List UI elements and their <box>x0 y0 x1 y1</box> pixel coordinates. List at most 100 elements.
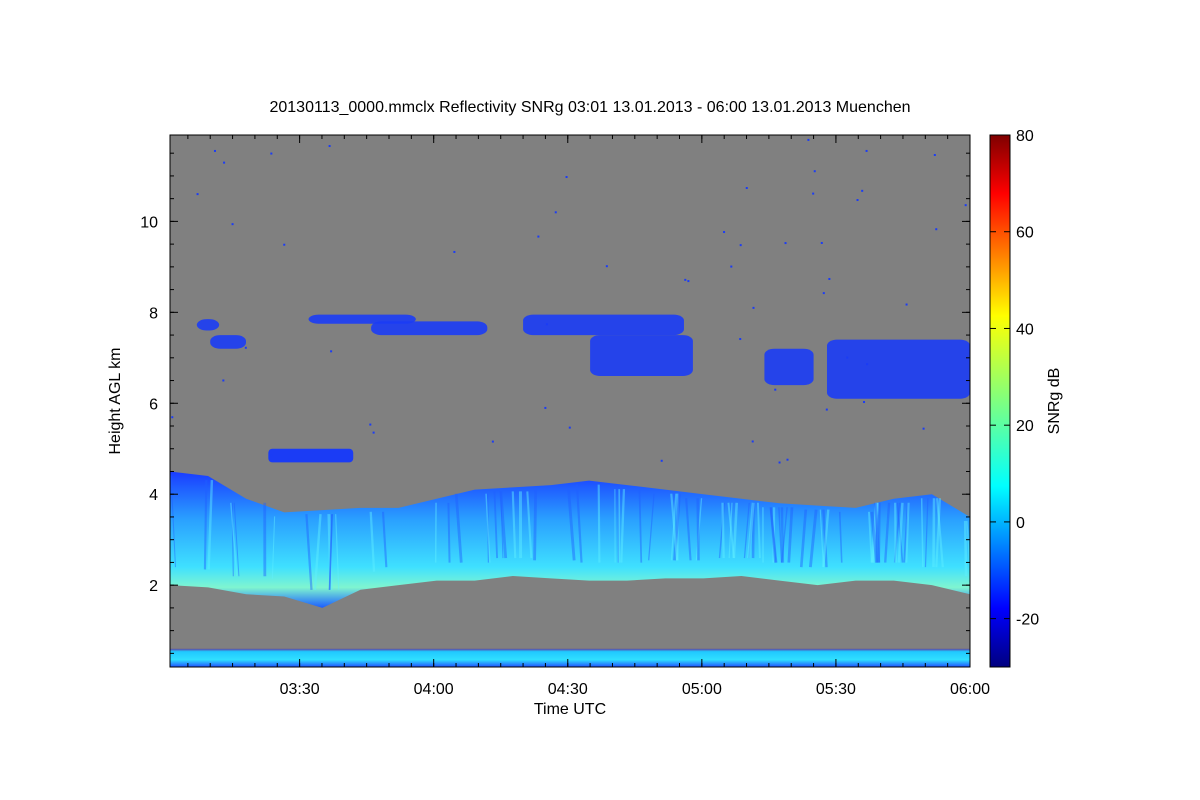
fall-streak <box>932 498 936 568</box>
colorbar-tick-label: 80 <box>1016 128 1034 145</box>
fall-streak <box>369 511 376 572</box>
upper-cloud-patch <box>590 335 693 376</box>
noise-speckle <box>372 431 375 434</box>
noise-speckle <box>825 408 828 411</box>
plot-frame <box>169 134 971 668</box>
noise-speckle <box>231 223 234 226</box>
noise-speckle <box>565 176 568 179</box>
x-tick-label: 05:00 <box>682 681 722 698</box>
noise-speckle <box>745 187 748 190</box>
noise-speckle <box>865 149 868 152</box>
fall-streak <box>381 511 388 568</box>
noise-speckle <box>328 145 331 148</box>
fall-streak <box>920 498 924 568</box>
noise-speckle <box>222 379 225 382</box>
noise-speckle <box>554 211 557 214</box>
fall-streak <box>868 511 873 563</box>
noise-speckle <box>537 235 540 238</box>
fall-streak <box>935 498 942 568</box>
fall-streak <box>822 509 828 568</box>
x-tick-label: 05:30 <box>816 681 856 698</box>
y-tick-label: 10 <box>140 214 158 231</box>
noise-speckle <box>223 161 226 164</box>
y-tick-label: 8 <box>149 305 158 322</box>
fall-streak <box>533 489 538 561</box>
fall-streak <box>696 498 700 561</box>
noise-speckle <box>369 423 372 426</box>
fall-streak <box>822 509 830 568</box>
fall-streak <box>638 489 643 563</box>
fall-streak <box>893 502 901 563</box>
fall-streak <box>231 502 234 577</box>
fall-streak <box>230 502 238 577</box>
fall-streak <box>721 502 725 559</box>
chart-title: 20130113_0000.mmclx Reflectivity SNRg 03… <box>269 99 911 116</box>
fall-streak <box>718 502 725 559</box>
noise-speckle <box>774 388 777 391</box>
fall-streak <box>271 516 276 579</box>
noise-speckle <box>568 426 571 429</box>
main-cloud-layer <box>170 471 970 608</box>
y-tick-label: 4 <box>149 487 158 504</box>
fall-streak <box>808 509 818 568</box>
fall-streak <box>500 491 504 559</box>
noise-speckle <box>922 427 925 430</box>
fall-streak <box>838 511 843 563</box>
fall-streak <box>493 491 499 559</box>
x-tick-label: 04:30 <box>548 681 588 698</box>
upper-cloud-patch <box>764 348 814 386</box>
noise-speckle <box>739 338 742 341</box>
fall-streak <box>884 502 891 563</box>
upper-cloud-patch <box>523 314 684 336</box>
noise-speckle <box>933 154 936 157</box>
fall-streak <box>673 493 681 561</box>
noise-speckle <box>196 193 199 196</box>
noise-speckle <box>778 461 781 464</box>
upper-cloud-patch <box>196 319 220 331</box>
fall-streak <box>499 491 508 559</box>
colorbar <box>989 134 1011 668</box>
colorbar-tick-label: 60 <box>1016 225 1034 242</box>
fall-streak <box>780 507 785 563</box>
fall-streak <box>747 502 755 559</box>
y-tick-label: 6 <box>149 396 158 413</box>
fall-streak <box>233 502 240 577</box>
fall-streak <box>597 484 601 563</box>
fall-streak <box>732 502 738 559</box>
fall-streak <box>877 502 881 563</box>
fall-streak <box>170 475 171 490</box>
fall-streak <box>305 514 313 590</box>
fall-streak <box>756 502 761 559</box>
fall-streak <box>648 493 655 561</box>
mid-level-cloud-patch <box>268 448 354 463</box>
noise-speckle <box>723 231 726 234</box>
colorbar-tick-label: 20 <box>1016 418 1034 435</box>
noise-speckle <box>660 459 663 462</box>
fall-streak <box>769 507 778 563</box>
fall-streak <box>620 489 626 563</box>
y-tick-label: 2 <box>149 578 158 595</box>
noise-speckle <box>684 278 687 281</box>
fall-streak <box>903 502 909 563</box>
colorbar-tick-label: 0 <box>1016 515 1025 532</box>
noise-speckle <box>752 306 755 309</box>
y-axis-label: Height AGL km <box>107 347 124 454</box>
fall-streak <box>874 502 881 563</box>
fall-streak <box>727 502 735 559</box>
noise-speckle <box>820 241 823 244</box>
noise-speckle <box>861 189 864 192</box>
noise-speckle <box>786 458 789 461</box>
upper-cloud-patch <box>826 339 970 399</box>
fall-streak <box>328 514 333 590</box>
noise-speckle <box>905 303 908 306</box>
fall-streak <box>327 514 333 590</box>
fall-streak <box>313 514 322 590</box>
fall-streak <box>897 502 904 563</box>
fall-streak <box>203 480 208 570</box>
fall-streak <box>328 514 333 590</box>
fall-streak <box>335 514 340 590</box>
noise-speckle <box>822 292 825 295</box>
noise-speckle <box>866 363 869 366</box>
x-axis-label: Time UTC <box>534 701 606 718</box>
noise-speckle <box>846 356 849 359</box>
